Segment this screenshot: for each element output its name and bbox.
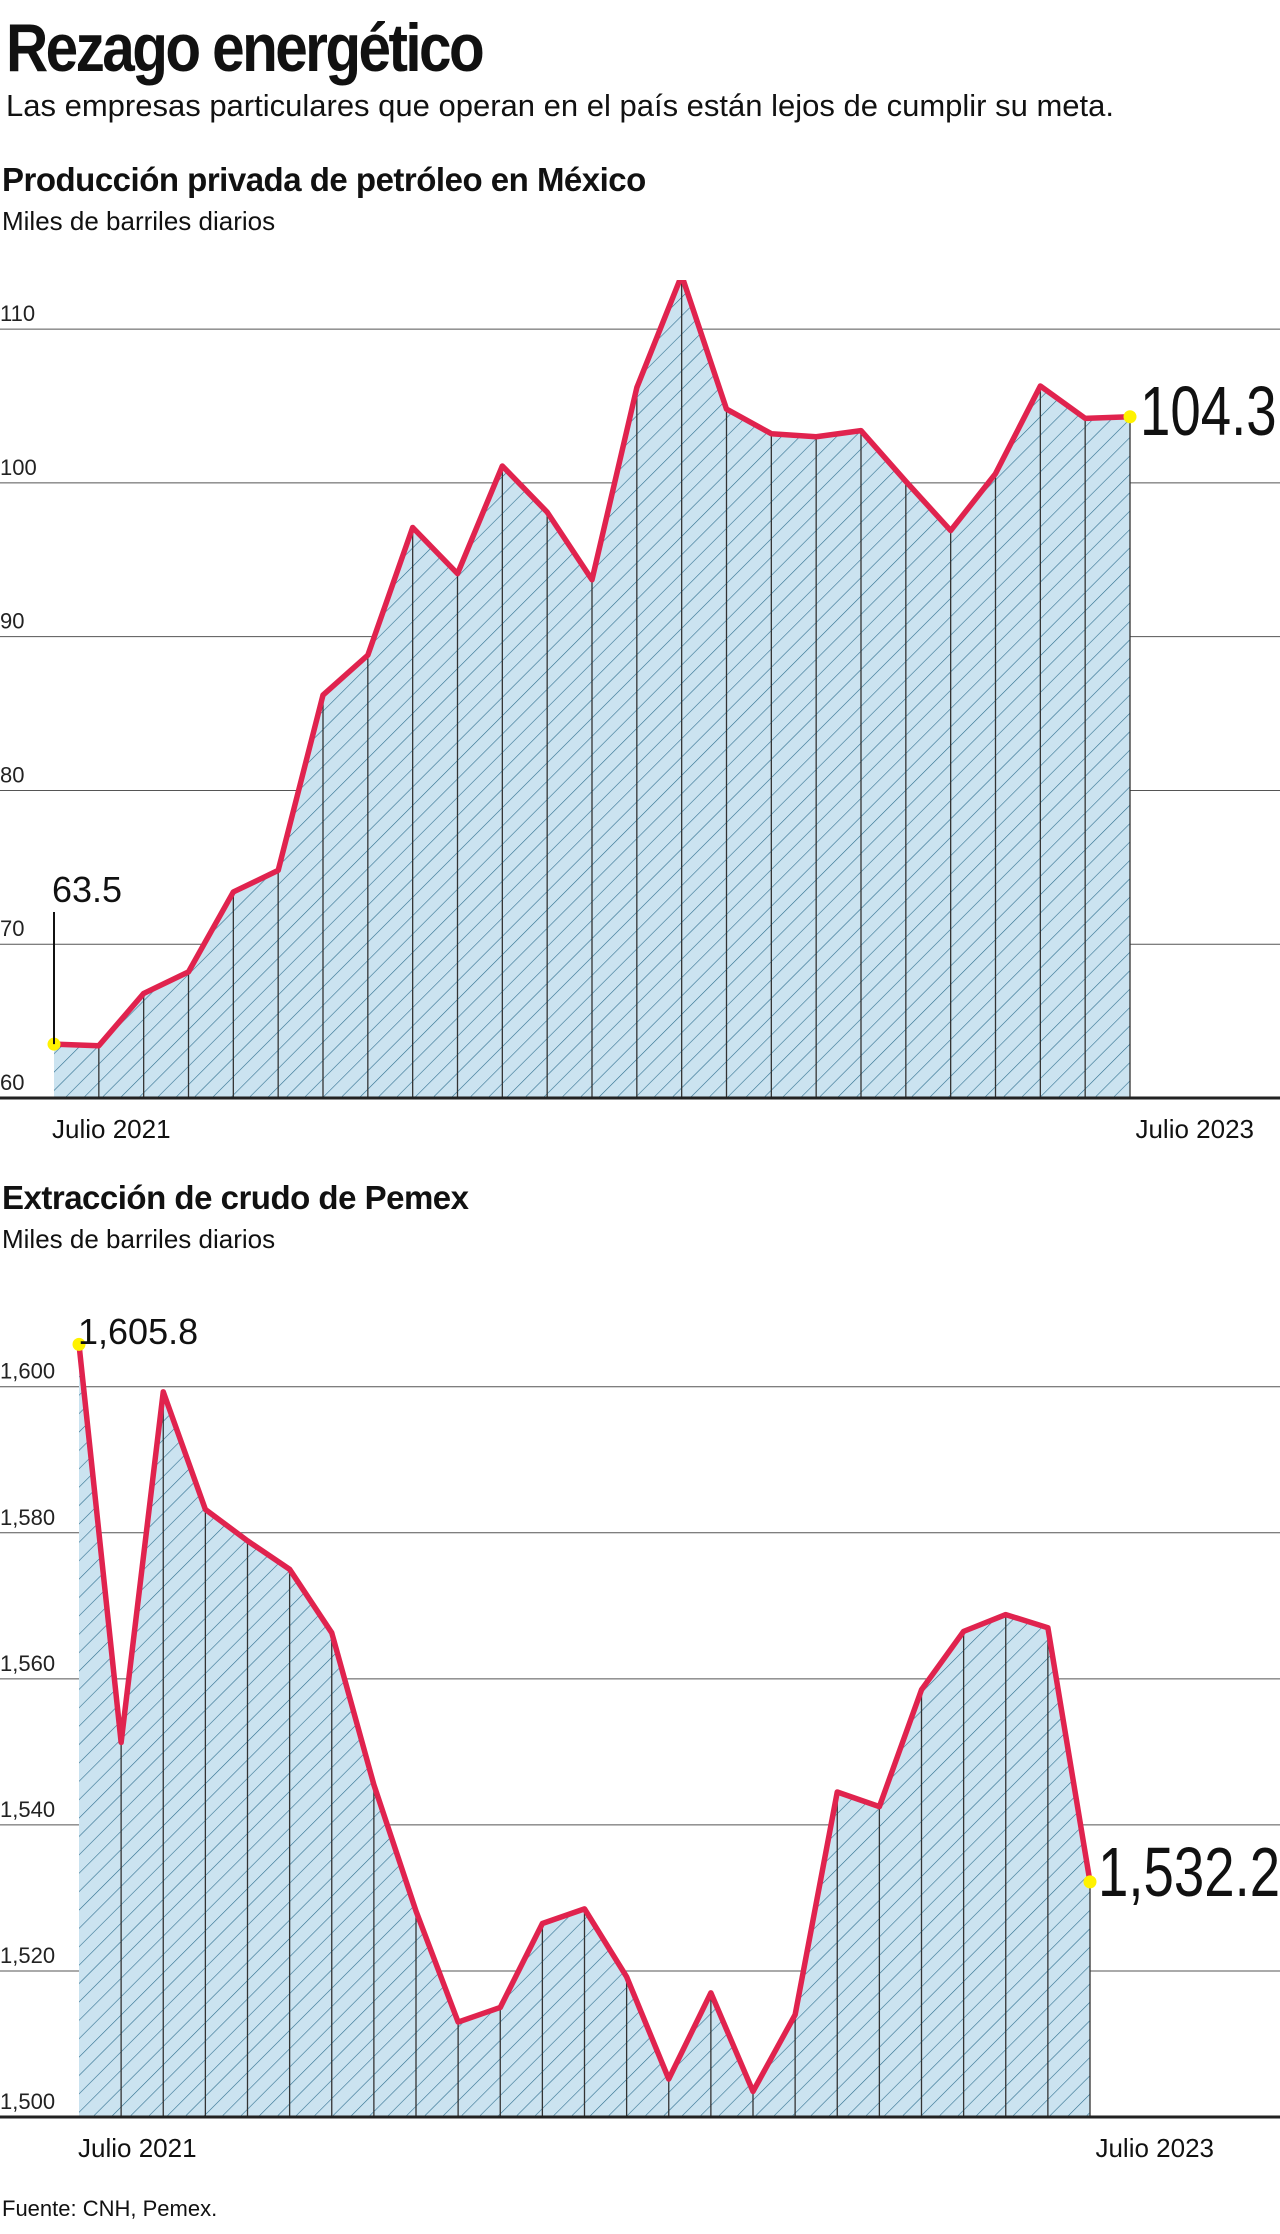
page-title: Rezago energético bbox=[6, 10, 485, 86]
y-tick-label: 1,600 bbox=[0, 1359, 55, 1384]
x-label-start: Julio 2021 bbox=[52, 1114, 171, 1144]
y-tick-label: 80 bbox=[0, 762, 24, 787]
last-value-label: 104.3 bbox=[1140, 372, 1277, 450]
series-line bbox=[76, 1341, 1093, 2095]
start-point bbox=[72, 1337, 86, 1351]
y-tick-label: 60 bbox=[0, 1070, 24, 1095]
series-line bbox=[51, 280, 1133, 1049]
page-subtitle: Las empresas particulares que operan en … bbox=[6, 88, 1114, 123]
y-tick-label: 1,500 bbox=[0, 2089, 55, 2114]
y-tick-label: 70 bbox=[0, 916, 24, 941]
y-tick-label: 1,520 bbox=[0, 1943, 55, 1968]
end-point bbox=[1083, 1875, 1097, 1889]
y-tick-label: 1,560 bbox=[0, 1651, 55, 1676]
chart2-unit: Miles de barriles diarios bbox=[2, 1224, 276, 1254]
end-point bbox=[1123, 410, 1137, 424]
chart2-plot: 1,500 1,520 1,540 1,560 1,580 1,600 1,605.8 1,5… bbox=[0, 1311, 1280, 2163]
first-value-label: 63.5 bbox=[52, 869, 122, 910]
x-label-start: Julio 2021 bbox=[78, 2133, 197, 2163]
x-label-end: Julio 2023 bbox=[1095, 2133, 1214, 2163]
chart2-title: Extracción de crudo de Pemex bbox=[2, 1179, 469, 1216]
y-tick-label: 90 bbox=[0, 609, 24, 634]
chart1-title: Producción privada de petróleo en México bbox=[2, 161, 646, 198]
y-tick-label: 1,540 bbox=[0, 1797, 55, 1822]
x-label-end: Julio 2023 bbox=[1135, 1114, 1254, 1144]
y-tick-label: 1,580 bbox=[0, 1505, 55, 1530]
y-tick-label: 110 bbox=[0, 301, 35, 326]
chart1-unit: Miles de barriles diarios bbox=[2, 206, 276, 236]
first-value-label: 1,605.8 bbox=[78, 1311, 198, 1352]
chart1-plot: 60 70 80 90 100 110 63.5 104.3 Julio 2021 Julio 2… bbox=[0, 280, 1280, 1144]
source-note: Fuente: CNH, Pemex. bbox=[2, 2196, 218, 2221]
last-value-label: 1,532.2 bbox=[1098, 1833, 1280, 1911]
y-tick-label: 100 bbox=[0, 455, 37, 480]
